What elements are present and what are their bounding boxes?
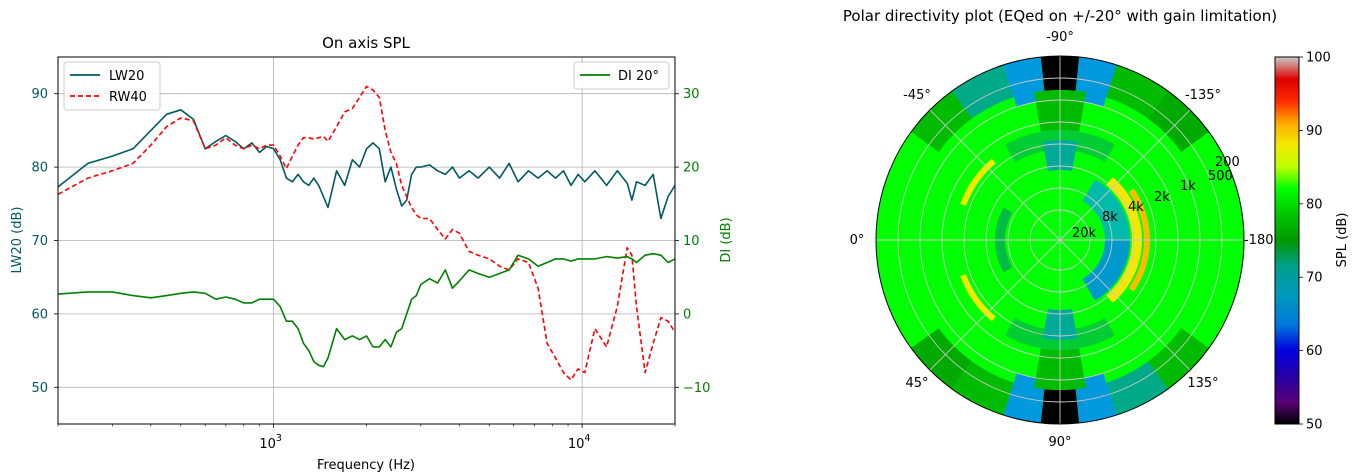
legend-right: DI 20° bbox=[573, 61, 670, 90]
y2-tick-label: −10 bbox=[683, 381, 710, 396]
polar-spoke bbox=[929, 239, 1061, 371]
heatmap-cell bbox=[1082, 179, 1130, 240]
polar-angle-label: 0° bbox=[850, 233, 865, 248]
polar-radial-label: 200 bbox=[1215, 155, 1240, 170]
heatmap-cell bbox=[1082, 240, 1130, 301]
polar-frame bbox=[875, 55, 1245, 425]
polar-radial-label: 4k bbox=[1128, 200, 1144, 215]
polar-chart-title: Polar directivity plot (EQed on +/-20° w… bbox=[843, 7, 1277, 25]
polar-angle-label: -45° bbox=[903, 88, 931, 103]
y-axis-left-label: LW20 (dB) bbox=[10, 207, 25, 274]
colorbar-ticks: 50 60 70 80 90 100 bbox=[1299, 51, 1331, 433]
polar-radial-label: 500 bbox=[1208, 169, 1233, 184]
polar-radial-label: 2k bbox=[1154, 190, 1170, 205]
heatmap-cell bbox=[951, 361, 1014, 415]
y-tick-label: 60 bbox=[31, 307, 48, 322]
y-tick-label: 80 bbox=[31, 161, 48, 176]
y2-tick-label: 0 bbox=[683, 307, 691, 322]
colorbar-tick-label: 90 bbox=[1306, 124, 1323, 139]
polar-spoke bbox=[1059, 109, 1191, 241]
polar-angle-label: 135° bbox=[1187, 376, 1218, 391]
y2-tick-label: 20 bbox=[683, 161, 700, 176]
polar-radial-label: 1k bbox=[1180, 179, 1196, 194]
polar-angle-label: -135° bbox=[1185, 88, 1221, 103]
colorbar-tick-label: 60 bbox=[1306, 344, 1323, 359]
legend-rw40-label: RW40 bbox=[109, 90, 147, 105]
x-tick-base: 10 bbox=[568, 437, 585, 452]
legend-left: LW20 RW40 bbox=[63, 61, 161, 111]
polar-spoke bbox=[929, 109, 1061, 241]
heatmap-arc bbox=[960, 158, 996, 206]
colorbar-tick-label: 70 bbox=[1306, 271, 1323, 286]
colorbar-tick-label: 100 bbox=[1306, 51, 1331, 66]
colorbar-gradient bbox=[1274, 56, 1300, 425]
legend-right-box bbox=[573, 61, 670, 90]
y-tick-label: 50 bbox=[31, 381, 48, 396]
heatmap-cell bbox=[1106, 65, 1169, 119]
series-layer bbox=[58, 85, 675, 381]
polar-angle-label: 45° bbox=[905, 376, 928, 391]
rw40-line bbox=[58, 85, 675, 381]
x-axis: 103 104 bbox=[57, 424, 676, 452]
heatmap-cell bbox=[951, 65, 1014, 119]
polar-grid bbox=[876, 56, 1244, 424]
grid bbox=[58, 57, 675, 424]
x-axis-label: Frequency (Hz) bbox=[317, 458, 415, 473]
heatmap-arc bbox=[1106, 177, 1142, 303]
di-line bbox=[58, 252, 675, 368]
y2-tick-label: 10 bbox=[683, 234, 700, 249]
polar-angle-labels: -90° -135° -180° 135° 90° 45° 0° -45° bbox=[850, 30, 1280, 450]
heatmap-cell bbox=[1106, 361, 1169, 415]
legend-di-label: DI 20° bbox=[618, 69, 659, 84]
y-axis-right: −10 0 10 20 30 bbox=[675, 87, 710, 396]
polar-chart: Polar directivity plot (EQed on +/-20° w… bbox=[843, 7, 1280, 450]
polar-radial-label: 8k bbox=[1102, 210, 1118, 225]
polar-heatmap bbox=[876, 56, 1244, 424]
y2-tick-label: 30 bbox=[683, 87, 700, 102]
polar-angle-label: -180° bbox=[1244, 233, 1280, 248]
heatmap-arc bbox=[1128, 188, 1150, 292]
x-tick-label: 103 bbox=[259, 433, 282, 452]
x-tick-exponent: 3 bbox=[276, 433, 282, 444]
legend-left-box bbox=[63, 61, 161, 111]
y-tick-label: 70 bbox=[31, 234, 48, 249]
y-tick-label: 90 bbox=[31, 87, 48, 102]
polar-angle-label: -90° bbox=[1046, 30, 1074, 45]
colorbar-label: SPL (dB) bbox=[1335, 213, 1350, 268]
heatmap-arc bbox=[960, 274, 996, 322]
colorbar: 50 60 70 80 90 100 SPL (dB) bbox=[1274, 51, 1350, 433]
x-tick-label: 104 bbox=[568, 433, 591, 452]
y-axis-left: 50 60 70 80 90 bbox=[31, 87, 58, 396]
colorbar-tick-label: 80 bbox=[1306, 197, 1323, 212]
polar-radial-label: 20k bbox=[1072, 226, 1097, 241]
legend-lw20-label: LW20 bbox=[109, 69, 144, 84]
y-axis-right-label: DI (dB) bbox=[719, 217, 734, 262]
x-tick-base: 10 bbox=[259, 437, 276, 452]
spl-chart-title: On axis SPL bbox=[322, 34, 410, 52]
colorbar-tick-label: 50 bbox=[1306, 418, 1323, 433]
x-tick-exponent: 4 bbox=[584, 433, 590, 444]
polar-angle-label: 90° bbox=[1048, 435, 1071, 450]
polar-spoke bbox=[1059, 239, 1191, 371]
